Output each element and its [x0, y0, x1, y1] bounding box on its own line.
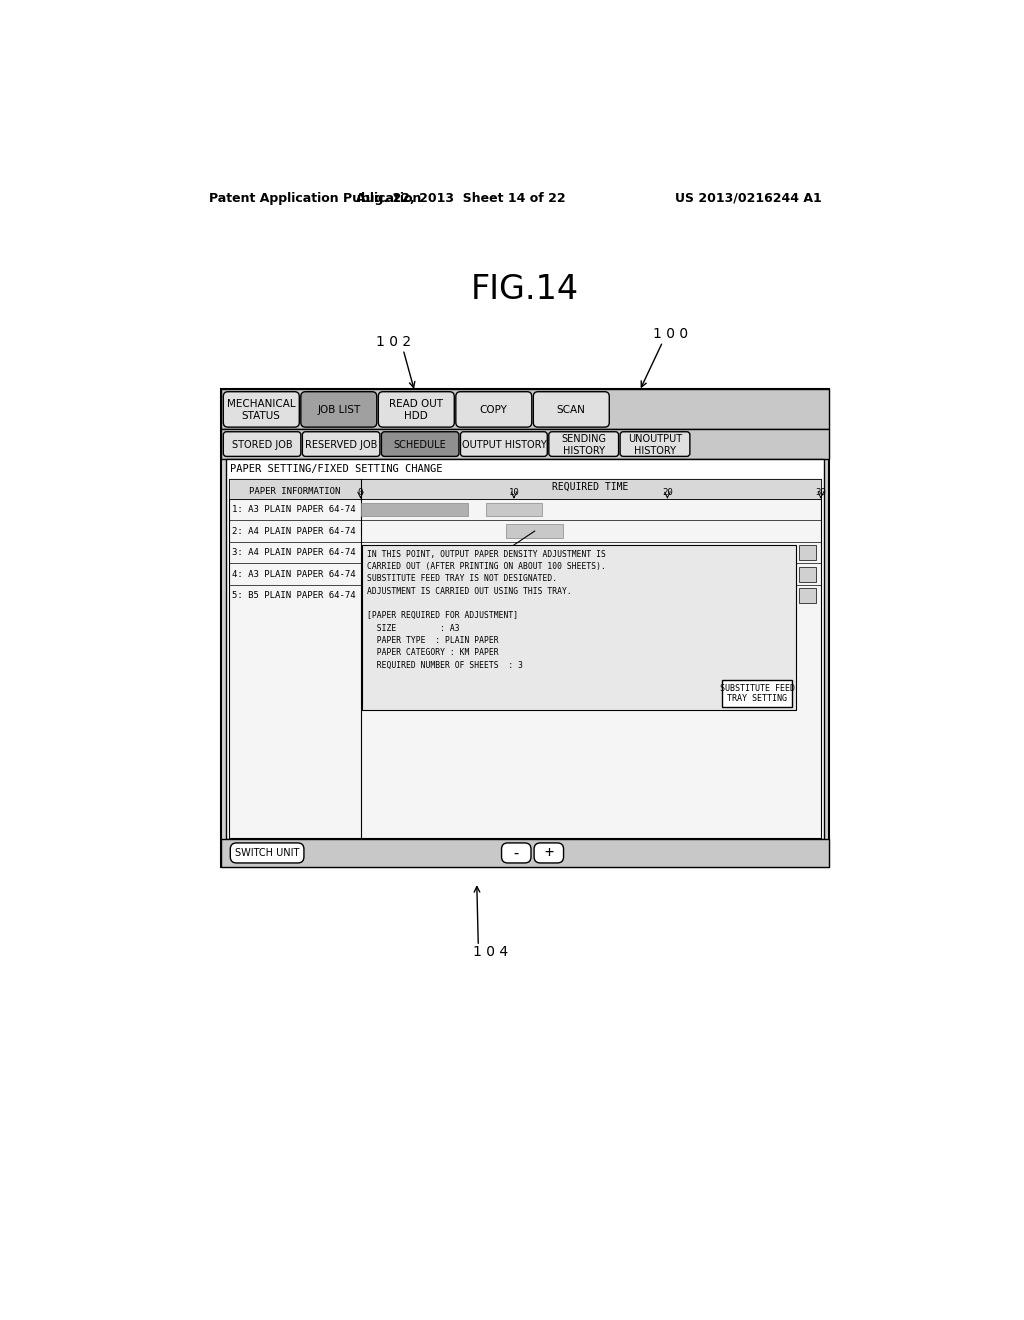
Bar [486, 503, 542, 516]
Text: REQUIRED NUMBER OF SHEETS  : 3: REQUIRED NUMBER OF SHEETS : 3 [367, 660, 522, 669]
Text: SCHEDULE: SCHEDULE [394, 440, 446, 450]
Text: MECHANICAL
STATUS: MECHANICAL STATUS [227, 400, 296, 421]
FancyBboxPatch shape [381, 432, 459, 457]
FancyBboxPatch shape [456, 392, 531, 428]
FancyBboxPatch shape [223, 392, 299, 428]
FancyBboxPatch shape [223, 432, 301, 457]
FancyBboxPatch shape [461, 432, 547, 457]
Bar [799, 566, 816, 582]
Text: SUBSTITUTE FEED
TRAY SETTING: SUBSTITUTE FEED TRAY SETTING [720, 684, 795, 704]
Bar [228, 479, 821, 499]
Text: 2: A4 PLAIN PAPER 64-74: 2: A4 PLAIN PAPER 64-74 [231, 527, 355, 536]
Text: 0: 0 [357, 488, 364, 498]
Text: 3: A4 PLAIN PAPER 64-74: 3: A4 PLAIN PAPER 64-74 [231, 548, 355, 557]
FancyBboxPatch shape [378, 392, 455, 428]
Text: Aug. 22, 2013  Sheet 14 of 22: Aug. 22, 2013 Sheet 14 of 22 [356, 191, 566, 205]
Text: PAPER SETTING/FIXED SETTING CHANGE: PAPER SETTING/FIXED SETTING CHANGE [230, 465, 442, 474]
Text: STORED JOB: STORED JOB [231, 440, 293, 450]
Text: CARRIED OUT (AFTER PRINTING ON ABOUT 100 SHEETS).: CARRIED OUT (AFTER PRINTING ON ABOUT 100… [367, 562, 605, 572]
Text: -: - [512, 845, 521, 861]
Bar [221, 429, 828, 459]
FancyBboxPatch shape [502, 843, 531, 863]
Text: 1 0 0: 1 0 0 [653, 327, 688, 341]
Text: 1 0 4: 1 0 4 [473, 945, 508, 958]
Bar [221, 389, 828, 867]
Bar [799, 545, 816, 561]
Text: SUBSTITUTE FEED TRAY IS NOT DESIGNATED.: SUBSTITUTE FEED TRAY IS NOT DESIGNATED. [367, 574, 557, 583]
FancyBboxPatch shape [621, 432, 690, 457]
Text: 4: A3 PLAIN PAPER 64-74: 4: A3 PLAIN PAPER 64-74 [231, 570, 355, 578]
Text: 5: B5 PLAIN PAPER 64-74: 5: B5 PLAIN PAPER 64-74 [231, 591, 355, 601]
Text: US 2013/0216244 A1: US 2013/0216244 A1 [675, 191, 821, 205]
Text: RESERVED JOB: RESERVED JOB [305, 440, 377, 450]
Text: ADJUSTMENT IS CARRIED OUT USING THIS TRAY.: ADJUSTMENT IS CARRIED OUT USING THIS TRA… [367, 586, 571, 595]
Text: 1 0 2: 1 0 2 [376, 335, 412, 348]
Text: SWITCH UNIT: SWITCH UNIT [234, 847, 299, 858]
Text: REQUIRED TIME: REQUIRED TIME [553, 482, 629, 491]
Text: COPY: COPY [480, 405, 508, 416]
Text: +: + [545, 845, 553, 861]
Text: 10: 10 [509, 488, 519, 498]
Text: Patent Application Publication: Patent Application Publication [209, 191, 422, 205]
Text: JOB LIST: JOB LIST [317, 405, 360, 416]
Text: SIZE         : A3: SIZE : A3 [367, 623, 460, 632]
Bar [225, 459, 824, 840]
FancyBboxPatch shape [230, 843, 304, 863]
Bar [221, 840, 828, 867]
Text: 1: A3 PLAIN PAPER 64-74: 1: A3 PLAIN PAPER 64-74 [231, 506, 355, 513]
Bar [799, 589, 816, 603]
Text: [PAPER REQUIRED FOR ADJUSTMENT]: [PAPER REQUIRED FOR ADJUSTMENT] [367, 611, 518, 620]
Text: READ OUT
HDD: READ OUT HDD [389, 400, 443, 421]
Bar [722, 681, 793, 706]
Bar [221, 389, 828, 429]
Text: PAPER CATEGORY : KM PAPER: PAPER CATEGORY : KM PAPER [367, 648, 499, 657]
Text: IN THIS POINT, OUTPUT PAPER DENSITY ADJUSTMENT IS: IN THIS POINT, OUTPUT PAPER DENSITY ADJU… [367, 549, 605, 558]
Text: SCAN: SCAN [557, 405, 586, 416]
FancyBboxPatch shape [535, 843, 563, 863]
FancyBboxPatch shape [302, 432, 380, 457]
Bar [506, 524, 563, 539]
Text: 20: 20 [663, 488, 673, 498]
Text: 30: 30 [815, 488, 826, 498]
Text: PAPER INFORMATION: PAPER INFORMATION [249, 487, 340, 496]
Text: OUTPUT HISTORY: OUTPUT HISTORY [462, 440, 546, 450]
Text: FIG.14: FIG.14 [471, 273, 579, 306]
Text: PAPER TYPE  : PLAIN PAPER: PAPER TYPE : PLAIN PAPER [367, 636, 499, 645]
Text: UNOUTPUT
HISTORY: UNOUTPUT HISTORY [628, 434, 682, 455]
Bar [362, 545, 796, 710]
Text: SENDING
HISTORY: SENDING HISTORY [561, 434, 606, 455]
FancyBboxPatch shape [549, 432, 618, 457]
Bar [228, 479, 821, 838]
FancyBboxPatch shape [301, 392, 377, 428]
FancyBboxPatch shape [534, 392, 609, 428]
Bar [360, 503, 468, 516]
